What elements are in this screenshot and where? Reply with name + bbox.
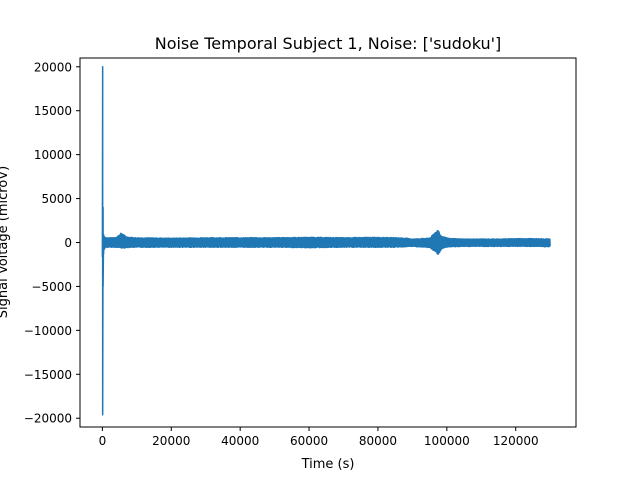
x-axis: 0 20000 40000 60000 80000 100000 120000 [99,427,539,448]
x-axis-label: Time (s) [301,457,355,472]
signal-series-line [101,66,551,416]
y-tick-label: −15000 [24,368,72,382]
y-tick-label: 15000 [34,104,72,118]
chart-title: Noise Temporal Subject 1, Noise: ['sudok… [155,34,502,53]
y-tick-label: −20000 [24,412,72,426]
x-tick-label: 80000 [359,434,397,448]
y-axis: −20000 −15000 −10000 −5000 0 5000 10000 15000 20… [24,60,80,426]
y-tick-label: 5000 [41,192,72,206]
y-tick-label: 20000 [34,60,72,74]
x-tick-label: 40000 [221,434,259,448]
y-tick-label: 0 [64,236,72,250]
y-tick-label: −10000 [24,324,72,338]
series-layer [101,66,551,416]
x-tick-label: 0 [99,434,107,448]
x-tick-label: 20000 [152,434,190,448]
y-tick-label: −5000 [31,280,72,294]
x-tick-label: 60000 [290,434,328,448]
y-tick-label: 10000 [34,148,72,162]
x-tick-label: 100000 [424,434,470,448]
x-tick-label: 120000 [493,434,539,448]
y-axis-label: Signal Voltage (microV) [0,166,11,318]
